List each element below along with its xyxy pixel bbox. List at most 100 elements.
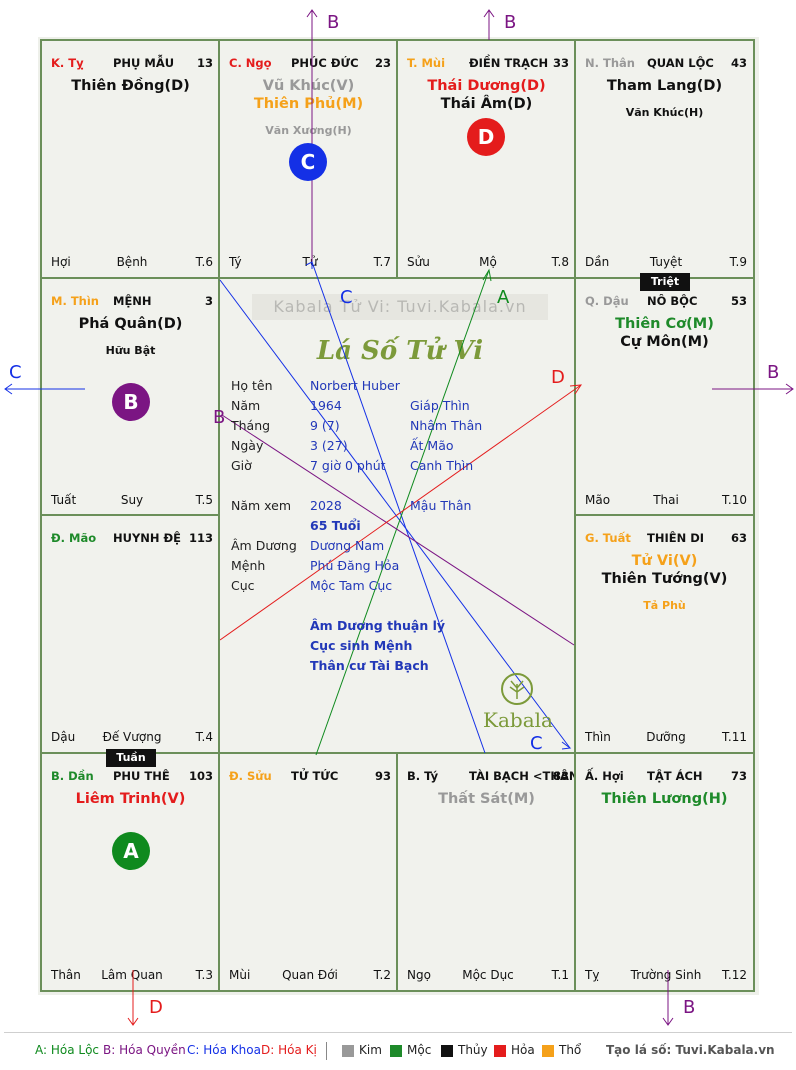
value-thang-can: Nhâm Thân <box>410 418 483 433</box>
legend: A: Hóa Lộc B: Hóa Quyền C: Hóa Khoa D: H… <box>0 1040 796 1062</box>
value-gio-can: Canh Thìn <box>410 458 474 473</box>
palace-footer: Mùi Quan Đới T.2 <box>229 968 391 982</box>
palace-name: THIÊN DI <box>647 531 705 545</box>
line-label-a: A <box>497 287 510 308</box>
palace-footer: Ngọ Mộc Dục T.1 <box>407 968 569 982</box>
palace-number: 93 <box>374 769 391 783</box>
label-cuc: Cục <box>231 578 255 593</box>
palace-stars: Thiên Cơ(M) Cự Môn(M) <box>576 315 753 351</box>
legend-hoa-ki: D: Hóa Kị <box>261 1043 317 1057</box>
minor-star: Văn Khúc(H) <box>625 106 704 119</box>
palace-number: 43 <box>730 56 747 70</box>
label-nam-xem: Năm xem <box>231 498 292 513</box>
palace-header: G. Tuất THIÊN DI 63 <box>585 531 747 547</box>
value-cuc: Mộc Tam Cục <box>310 578 393 593</box>
value-nam-xem-can: Mậu Thân <box>410 498 472 513</box>
palace-header: M. Thìn MỆNH 3 <box>51 294 213 310</box>
legend-text-d: D: Hóa Kị <box>261 1043 317 1057</box>
value-ngay: 3 (27) <box>310 438 348 453</box>
palace-footer-right: T.9 <box>729 255 747 269</box>
note-am-duong: Âm Dương thuận lý <box>310 618 446 633</box>
legend-hoa: Hỏa <box>511 1043 535 1057</box>
line-label-c1: C <box>340 287 353 308</box>
palace-footer-right: T.1 <box>551 968 569 982</box>
palace-suu: Đ. Sửu TỬ TỨC 93 Mùi Quan Đới T.2 <box>220 754 397 990</box>
palace-name: NÔ BỘC <box>647 294 698 308</box>
palace-footer-center: Quan Đới <box>282 968 338 982</box>
swatch-hoa <box>494 1045 506 1057</box>
palace-hoi: Ấ. Hợi TẬT ÁCH 73 Thiên Lương(H) Tỵ Trường Si… <box>576 754 753 990</box>
arrow-label-right-b: B <box>767 362 780 383</box>
palace-stars: Vũ Khúc(V) Thiên Phủ(M) Văn Xương(H) <box>220 77 397 138</box>
arrow-label-top-b1: B <box>327 12 340 33</box>
legend-divider <box>4 1032 792 1033</box>
arrow-label-top-b2: B <box>504 12 517 33</box>
legend-tho: Thổ <box>559 1043 582 1057</box>
palace-number: 3 <box>204 294 213 308</box>
major-star: Vũ Khúc(V) <box>262 78 355 94</box>
palace-ty: B. Tý TÀI BẠCH <THÂN> 83 Thất Sát(M) Ngọ Mộc … <box>398 754 588 990</box>
palace-header: B. Dần PHU THÊ 103 <box>51 769 213 785</box>
palace-dan: B. Dần PHU THÊ 103 Liêm Trinh(V) Thân Lâm Qua… <box>42 754 219 990</box>
palace-branch: C. Ngọ <box>229 56 272 70</box>
value-nam-xem: 2028 <box>310 498 342 513</box>
palace-footer-right: T.10 <box>722 493 747 507</box>
value-menh: Phú Đăng Hỏa <box>310 558 400 573</box>
badge-hoa-ki: D <box>467 118 505 156</box>
major-star: Liêm Trinh(V) <box>75 791 186 807</box>
palace-number: 13 <box>196 56 213 70</box>
palace-branch: K. Tỵ <box>51 56 84 70</box>
palace-name: PHÚC ĐỨC <box>291 56 359 70</box>
palace-footer-center: Lâm Quan <box>101 968 163 982</box>
label-gio: Giờ <box>231 458 252 473</box>
palace-stars: Liêm Trinh(V) <box>42 790 219 808</box>
tag-triet: Triệt <box>640 273 690 291</box>
palace-footer-center: Mộc Dục <box>462 968 514 982</box>
palace-name: TÀI BẠCH <THÂN> <box>469 769 589 783</box>
major-star: Phá Quân(D) <box>78 316 183 332</box>
palace-header: B. Tý TÀI BẠCH <THÂN> 83 <box>407 769 588 785</box>
label-am-duong: Âm Dương <box>231 538 297 553</box>
palace-than: N. Thân QUAN LỘC 43 Tham Lang(D) Văn Khúc(H)… <box>576 41 753 277</box>
legend-site-link[interactable]: Tạo lá số: Tuvi.Kabala.vn <box>606 1043 775 1057</box>
palace-stars: Phá Quân(D) Hữu Bật <box>42 315 219 358</box>
palace-footer: Sửu Mộ T.8 <box>407 255 569 269</box>
value-nam-can: Giáp Thìn <box>410 398 470 413</box>
palace-footer: Thân Lâm Quan T.3 <box>51 968 213 982</box>
palace-branch: Q. Dậu <box>585 294 629 308</box>
palace-footer-right: T.12 <box>722 968 747 982</box>
palace-footer: Mão Thai T.10 <box>585 493 747 507</box>
palace-number: 103 <box>188 769 213 783</box>
major-star: Thiên Đồng(D) <box>71 78 190 94</box>
legend-separator <box>326 1042 327 1060</box>
value-ngay-can: Ất Mão <box>410 438 454 453</box>
major-star: Thái Âm(D) <box>440 96 533 112</box>
major-star: Thất Sát(M) <box>438 791 535 807</box>
palace-footer-right: T.8 <box>551 255 569 269</box>
palace-footer-center: Mộ <box>479 255 497 269</box>
palace-branch: B. Tý <box>407 769 439 783</box>
palace-header: T. Mùi ĐIỀN TRẠCH 33 <box>407 56 569 72</box>
palace-number: 33 <box>552 56 569 70</box>
badge-hoa-khoa: C <box>289 143 327 181</box>
line-label-b: B <box>213 407 226 428</box>
palace-stars: Tham Lang(D) Văn Khúc(H) <box>576 77 753 120</box>
legend-thuy: Thủy <box>458 1043 488 1057</box>
minor-star: Văn Xương(H) <box>265 124 352 137</box>
palace-footer: Dậu Đế Vượng T.4 <box>51 730 213 744</box>
palace-branch: T. Mùi <box>407 56 446 70</box>
palace-number: 73 <box>730 769 747 783</box>
palace-footer-right: T.5 <box>195 493 213 507</box>
palace-footer-right: T.11 <box>722 730 747 744</box>
swatch-kim <box>342 1045 354 1057</box>
palace-name: TỬ TỨC <box>291 769 339 783</box>
palace-footer: Thìn Dưỡng T.11 <box>585 730 747 744</box>
palace-header: Đ. Mão HUYNH ĐỆ 113 <box>51 531 213 547</box>
palace-header: N. Thân QUAN LỘC 43 <box>585 56 747 72</box>
palace-dau: Q. Dậu NÔ BỘC 53 Thiên Cơ(M) Cự Môn(M) Mão Tha… <box>576 279 753 515</box>
palace-footer-center: Tử <box>302 255 318 269</box>
palace-number: 53 <box>730 294 747 308</box>
palace-footer: Tý Tử T.7 <box>229 255 391 269</box>
palace-branch: Đ. Sửu <box>229 769 272 783</box>
